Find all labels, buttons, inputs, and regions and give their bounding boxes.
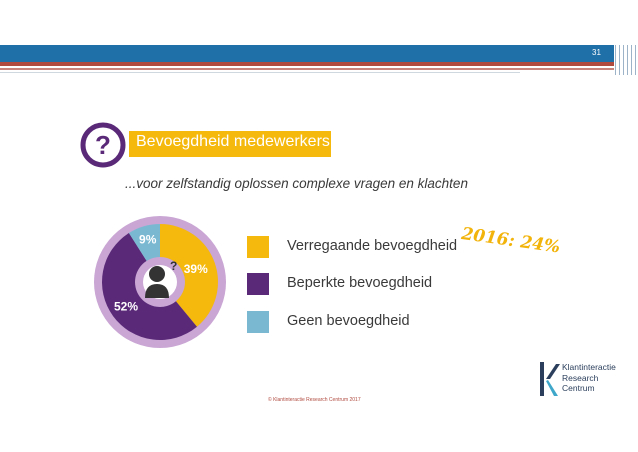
legend-label: Geen bevoegdheid xyxy=(287,313,410,329)
header-divider xyxy=(0,72,520,73)
logo-mark xyxy=(540,362,560,396)
donut-slice xyxy=(128,224,160,261)
person-icon: ? xyxy=(145,259,177,298)
header-band xyxy=(0,45,638,62)
donut-slice xyxy=(160,224,218,327)
page-number: 31 xyxy=(592,48,601,57)
legend-label: Beperkte bevoegdheid xyxy=(287,275,433,291)
legend-swatch xyxy=(247,273,269,295)
header-stripes xyxy=(614,45,638,75)
data-label: 39% xyxy=(184,262,208,276)
year-note: 2016: 24% xyxy=(460,224,562,258)
footer-copyright: © Klantinteractie Research Centrum 2017 xyxy=(268,397,361,403)
svg-text:?: ? xyxy=(95,130,111,160)
legend-label: Verregaande bevoegdheid xyxy=(287,238,458,254)
header-accent-line-thin xyxy=(0,68,638,70)
legend-swatch xyxy=(247,236,269,258)
slide-title: Bevoegdheid medewerkers xyxy=(136,133,330,150)
donut-slice xyxy=(101,233,197,340)
question-icon: ? xyxy=(80,122,126,168)
legend-swatch xyxy=(247,311,269,333)
data-label: 52% xyxy=(114,300,138,314)
title-banner xyxy=(129,131,331,157)
logo-text: Klantinteractie Research Centrum xyxy=(562,362,616,394)
donut-chart: ? 39% 52% 9% xyxy=(94,216,226,348)
header-accent-line xyxy=(0,62,638,66)
logo-line: Research xyxy=(562,372,599,383)
data-label: 9% xyxy=(139,233,157,247)
slide-subtitle: ...voor zelfstandig oplossen complexe vr… xyxy=(125,176,468,191)
logo-line: Klantinteractie xyxy=(562,362,616,372)
svg-text:?: ? xyxy=(170,259,177,273)
logo-line: Centrum xyxy=(562,383,595,393)
